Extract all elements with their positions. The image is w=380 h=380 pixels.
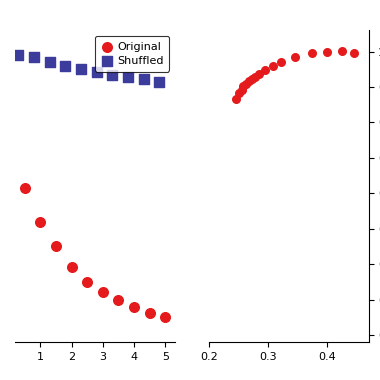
Point	[233, 97, 239, 103]
Point	[245, 78, 252, 84]
Shuffled	[141, 76, 147, 82]
Original	[22, 185, 28, 191]
Shuffled	[47, 59, 53, 65]
Point	[240, 83, 246, 89]
Original	[84, 279, 90, 285]
Point	[292, 54, 298, 60]
Original	[37, 218, 43, 225]
Original	[100, 289, 106, 295]
Shuffled	[125, 74, 131, 81]
Original	[162, 314, 168, 320]
Shuffled	[31, 54, 37, 60]
Original	[116, 298, 122, 304]
Point	[239, 87, 245, 93]
Point	[309, 51, 315, 57]
Point	[242, 81, 249, 87]
Point	[324, 49, 330, 55]
Shuffled	[62, 63, 68, 69]
Point	[236, 90, 242, 97]
Original	[147, 310, 153, 316]
Point	[249, 76, 255, 82]
Shuffled	[78, 66, 84, 72]
Legend: Original, Shuffled: Original, Shuffled	[95, 36, 169, 71]
Original	[68, 264, 74, 270]
Shuffled	[156, 79, 162, 86]
Point	[270, 63, 276, 69]
Point	[256, 71, 262, 77]
Point	[339, 48, 345, 54]
Point	[252, 74, 258, 80]
Point	[351, 50, 357, 56]
Point	[262, 67, 268, 73]
Shuffled	[109, 72, 115, 78]
Shuffled	[15, 52, 21, 59]
Original	[53, 244, 59, 250]
Point	[278, 59, 284, 65]
Shuffled	[93, 69, 100, 75]
Original	[131, 304, 137, 310]
